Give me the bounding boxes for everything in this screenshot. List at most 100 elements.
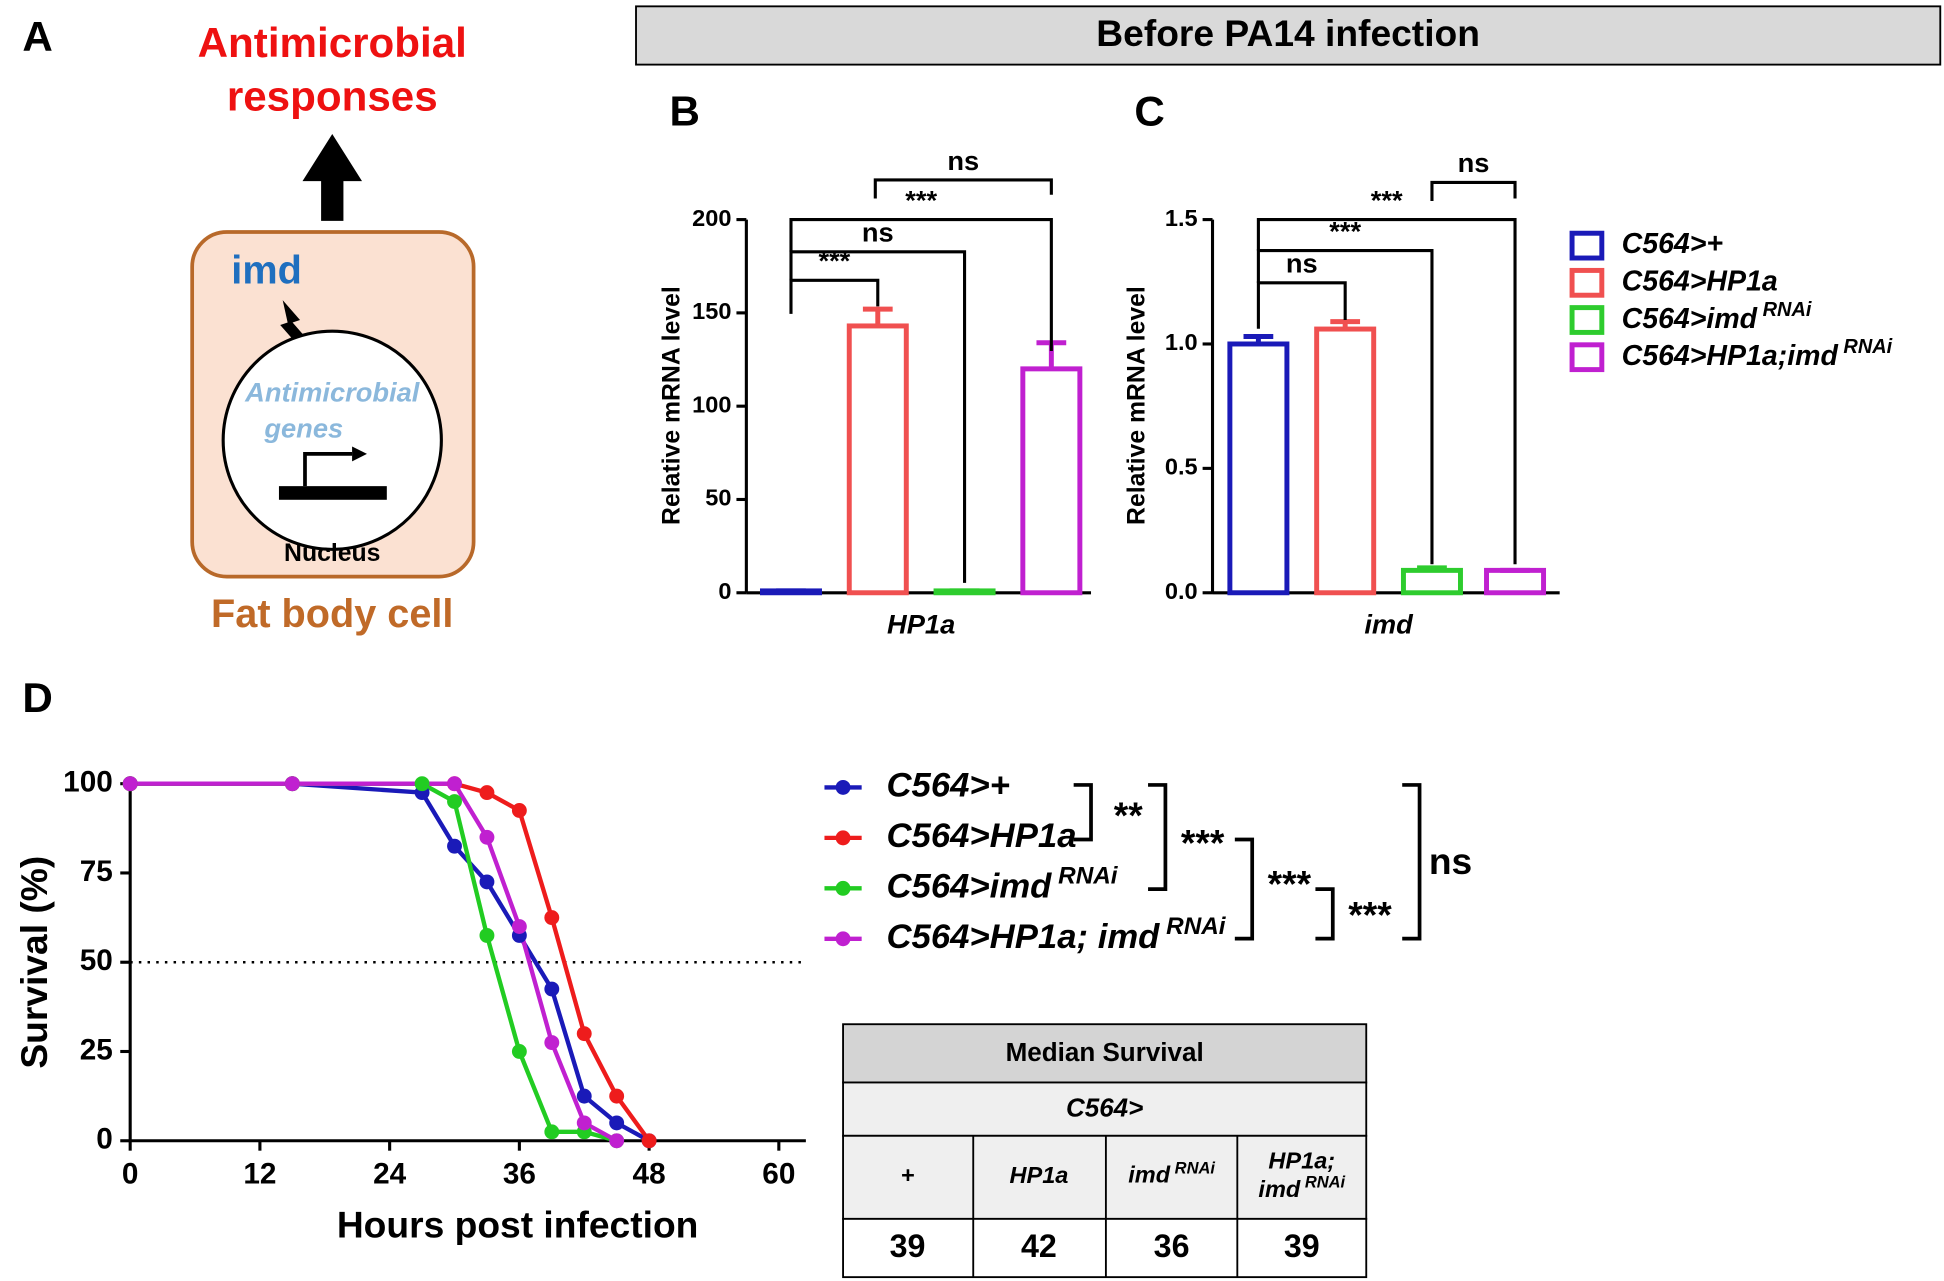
error-bar [1330,319,1361,330]
point [122,776,138,792]
panel-label: B [669,87,699,134]
table-value: 36 [1154,1228,1190,1264]
x-tick-label: 60 [762,1157,795,1190]
bar [1484,567,1547,596]
significance-label: *** [905,184,937,215]
header: Before PA14 infection [1096,12,1480,54]
series-line [130,781,618,1143]
x-tick-label: 48 [633,1157,666,1190]
significance-bracket [1402,783,1422,941]
significance-bracket [789,278,880,314]
y-tick-label: 75 [80,855,113,888]
significance-label: ns [947,145,979,176]
error-bar [1243,334,1274,344]
legend-swatch [1569,267,1605,298]
bar [1400,567,1463,596]
legend-label: C564>HP1a;imd RNAi [1622,336,1893,371]
point [447,794,462,809]
y-axis-label: Survival (%) [13,856,55,1069]
point [641,1133,657,1149]
point [544,910,560,926]
y-tick-label: 100 [692,391,731,417]
significance-label: ns [1286,248,1318,279]
legend-swatch [1569,305,1605,335]
cell-label: Fat body cell [211,592,453,636]
significance-bracket [789,250,967,583]
y-tick-label: 150 [692,298,731,324]
x-category-label: imd [1364,608,1414,639]
significance-label: *** [818,245,850,276]
significance-label: *** [1371,184,1403,215]
legend-label: C564>imd RNAi [886,863,1118,906]
point [609,1133,625,1149]
y-tick-label: 1.0 [1165,329,1198,355]
genes-label: Antimicrobial [244,377,421,408]
legend-label: C564>HP1a [1622,265,1778,297]
table-column-label: + [901,1162,915,1188]
significance-bracket [1234,837,1255,941]
table-values [842,1217,1368,1279]
y-tick-label: 50 [705,485,731,511]
point [447,838,462,854]
series-line [130,781,651,1143]
y-tick-label: 0.5 [1165,454,1198,480]
point [576,1088,592,1104]
significance-label: *** [1268,862,1312,904]
significance-label: ns [1429,840,1472,882]
significance-bracket [1256,218,1517,565]
legend-label: C564>imd RNAi [1622,299,1812,334]
bar [1020,366,1083,596]
legend-swatch [1569,342,1605,373]
significance-bracket [1256,249,1434,565]
x-tick-label: 36 [503,1157,536,1190]
significance-label: ** [1114,794,1143,836]
point [576,1115,592,1131]
legend-label: C564>+ [886,767,1009,805]
dna [278,486,387,500]
legend-swatch [1569,230,1605,261]
point [511,1044,527,1059]
x-axis-label: Hours post infection [337,1203,699,1245]
point [576,1026,592,1042]
table-dividers [972,1135,1239,1278]
diagram-title: responses [227,72,438,119]
genes-label: genes [263,413,343,444]
bar [1314,326,1377,596]
y-axis-label: Relative mRNA level [659,286,686,525]
bar [1227,341,1290,596]
point [479,829,495,845]
table: Median Survival C564> +39 HP1a 42 imd RNAi 3… [842,1023,1368,1279]
significance-bracket [1315,887,1335,941]
y-tick-label: 100 [63,766,113,799]
nucleus-label: Nucleus [284,540,380,567]
header-box [635,5,1942,66]
y-axis-label: Relative mRNA level [1124,286,1151,525]
y-tick-label: 0 [718,578,731,604]
point [609,1115,625,1131]
point [414,776,430,792]
diagram-title: Antimicrobial [198,19,467,66]
x-tick-label: 0 [122,1157,139,1190]
panel-label: C [1134,87,1164,134]
y-tick-label: 1.5 [1165,205,1198,231]
point [479,785,495,801]
panel-label: D [22,674,52,721]
y-tick-label: 25 [80,1033,113,1066]
panel-label: A [22,13,52,60]
significance-bracket [1148,783,1168,891]
significance-bracket [1430,180,1517,201]
legend-marker [835,779,851,795]
point [479,928,495,943]
legend-marker [835,931,851,947]
table-subtitle: C564> [1066,1093,1143,1123]
significance-label: *** [1348,893,1392,935]
x-tick-label: 12 [243,1157,276,1190]
y-tick-label: 50 [80,944,113,977]
x-tick-label: 24 [373,1157,407,1190]
legend-marker [835,830,851,846]
point [609,1088,625,1104]
significance-label: *** [1181,822,1225,864]
y-tick-label: 0 [96,1123,113,1156]
bar [846,323,909,596]
